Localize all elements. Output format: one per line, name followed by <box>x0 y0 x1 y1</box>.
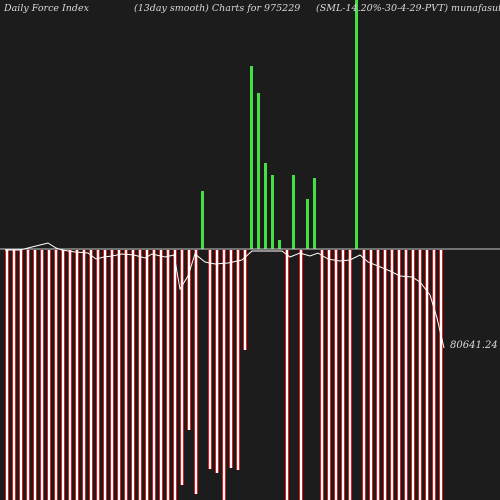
bar-negative-inner <box>76 250 78 500</box>
bar-positive <box>271 175 274 249</box>
bar-negative-inner <box>111 250 113 500</box>
bar-negative-inner <box>132 250 134 500</box>
bar-negative-inner <box>286 250 288 500</box>
bar-negative-inner <box>412 250 414 500</box>
bar-negative-inner <box>216 250 218 473</box>
chart-source: (SML-14.20%-30-4-29-PVT) munafasutra.com <box>316 3 500 14</box>
bar-negative-inner <box>27 250 29 500</box>
bar-positive <box>264 163 267 249</box>
bar-negative-inner <box>69 250 71 500</box>
bar-negative-inner <box>20 250 22 500</box>
bar-positive <box>257 93 260 249</box>
bar-negative-inner <box>419 250 421 500</box>
bar-negative-inner <box>321 250 323 500</box>
bar-negative-inner <box>160 250 162 500</box>
bar-negative-inner <box>335 250 337 500</box>
bar-positive <box>292 175 295 249</box>
bar-negative-inner <box>41 250 43 500</box>
smooth-line <box>5 242 445 349</box>
bar-positive <box>355 0 358 249</box>
bar-negative-inner <box>230 250 232 468</box>
bar-negative-inner <box>391 250 393 500</box>
bar-negative-inner <box>223 250 225 500</box>
bar-positive <box>201 191 204 249</box>
chart-subtitle: (13day smooth) Charts for 975229 <box>134 3 301 14</box>
last-value-label: 80641.24 <box>450 340 498 351</box>
bar-negative-inner <box>209 250 211 469</box>
bar-negative-inner <box>104 250 106 500</box>
bar-negative-inner <box>118 250 120 500</box>
bar-negative-inner <box>328 250 330 500</box>
bar-negative-inner <box>139 250 141 500</box>
bar-negative-inner <box>300 250 302 500</box>
bar-negative-inner <box>433 250 435 500</box>
bar-negative-inner <box>153 250 155 500</box>
bar-negative-inner <box>97 250 99 500</box>
bar-negative-inner <box>6 250 8 500</box>
bar-negative-inner <box>55 250 57 500</box>
bar-negative-inner <box>188 250 190 430</box>
bar-negative-inner <box>244 250 246 350</box>
bar-negative-inner <box>440 250 442 500</box>
bar-negative-inner <box>426 250 428 500</box>
bar-negative-inner <box>48 250 50 500</box>
bar-negative-inner <box>342 250 344 500</box>
bar-positive <box>306 199 309 249</box>
bar-negative-inner <box>90 250 92 500</box>
bar-negative-inner <box>405 250 407 500</box>
bar-negative-inner <box>181 250 183 485</box>
bar-negative-inner <box>167 250 169 500</box>
bar-negative-inner <box>174 250 176 500</box>
bar-negative-inner <box>13 250 15 500</box>
bar-positive <box>278 240 281 249</box>
bar-negative-inner <box>34 250 36 500</box>
bar-negative-inner <box>377 250 379 500</box>
bar-negative-inner <box>195 250 197 494</box>
bar-negative-inner <box>62 250 64 500</box>
chart-title: Daily Force Index <box>4 3 89 14</box>
bar-positive <box>250 66 253 249</box>
bar-negative-inner <box>349 250 351 500</box>
bar-negative-inner <box>83 250 85 500</box>
bar-negative-inner <box>370 250 372 500</box>
bar-negative-inner <box>237 250 239 470</box>
bar-negative-inner <box>384 250 386 500</box>
bar-negative-inner <box>125 250 127 500</box>
bar-positive <box>313 178 316 249</box>
bar-negative-inner <box>398 250 400 500</box>
bar-negative-inner <box>146 250 148 500</box>
bar-negative-inner <box>363 250 365 500</box>
